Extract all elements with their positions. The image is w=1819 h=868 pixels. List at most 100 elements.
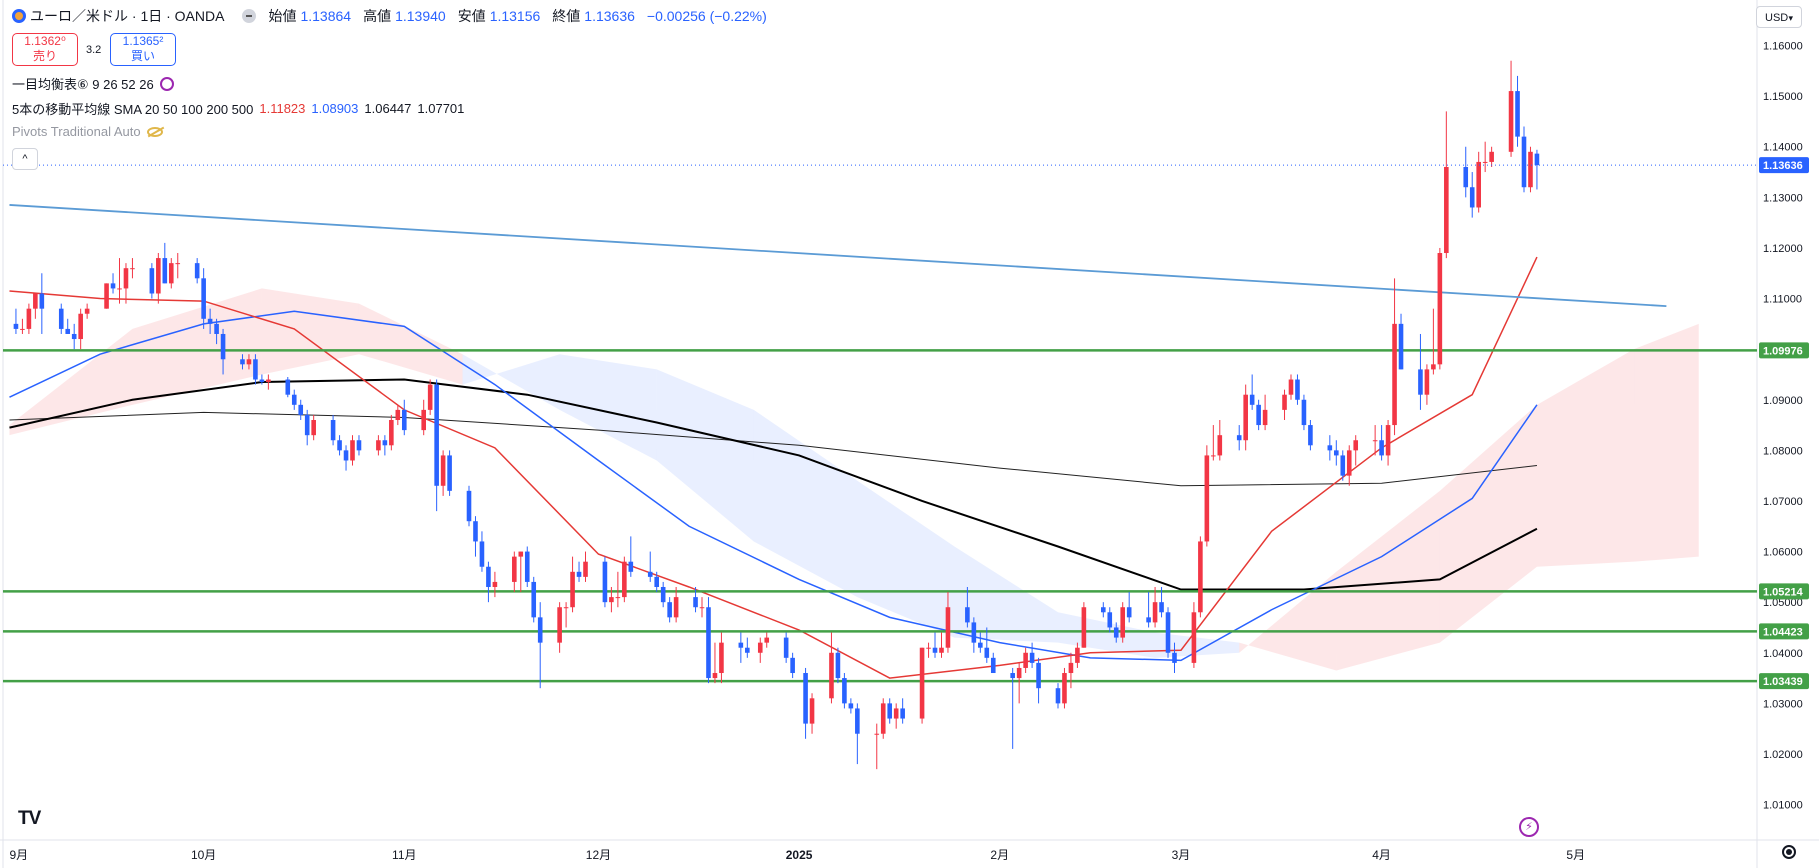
ichimoku-label: 一目均衡表⑥ 9 26 52 26 (12, 77, 154, 92)
candle-body (1534, 153, 1540, 166)
candle-body (1062, 673, 1067, 704)
minus-icon[interactable] (242, 9, 257, 23)
price-axis[interactable]: 1.16000 1.15000 1.14000 1.13000 1.12000 1.110… (1759, 41, 1809, 812)
candle-body (524, 551, 530, 582)
candle-body (33, 293, 38, 309)
symbol-title[interactable]: ユーロ／米ドル · 1日 · OANDA (30, 8, 225, 24)
sma20-line (9, 256, 1538, 679)
currency-button[interactable]: USD ▾ (1756, 6, 1802, 28)
candle-body (130, 268, 135, 270)
level-price-label: 1.09976 (1763, 345, 1803, 357)
indicator-ichimoku[interactable]: 一目均衡表⑥ 9 26 52 26 (12, 74, 174, 93)
candle-body (291, 394, 297, 405)
candle-body (557, 607, 562, 643)
candle-body (427, 384, 433, 410)
kumo-segment (656, 369, 754, 542)
candle-body (745, 647, 750, 653)
candle-body (337, 440, 342, 451)
high-label: 高値 (363, 8, 392, 24)
candle-body (1262, 409, 1268, 426)
candle-body (693, 597, 698, 608)
candle-body (1172, 652, 1177, 663)
high-value: 1.13940 (395, 8, 446, 24)
time-tick-label: 11月 (392, 848, 416, 862)
candle-body (395, 409, 401, 420)
candle-body (1256, 404, 1261, 426)
candle-body (382, 440, 388, 446)
buy-button[interactable]: 1.1365² 買い (110, 33, 176, 66)
sell-button[interactable]: 1.1362⁰ 売り (12, 33, 78, 66)
candle-body (26, 308, 32, 329)
kumo-segment (857, 480, 955, 638)
candle-body (304, 414, 310, 436)
candle-body (20, 328, 25, 330)
close-value: 1.13636 (584, 8, 635, 24)
kumo-segment (1155, 632, 1240, 658)
candle-body (1165, 612, 1171, 653)
candle-body (1385, 425, 1391, 456)
eye-hidden-icon[interactable] (146, 126, 163, 137)
candle-body (654, 576, 660, 587)
price-tick-label: 1.09000 (1763, 395, 1803, 407)
candle-body (990, 657, 996, 674)
candle-body (1444, 166, 1449, 254)
candle-body (39, 293, 45, 309)
candle-body (1528, 151, 1533, 188)
sma-value-1: 1.11823 (259, 101, 306, 116)
level-price-label: 1.03439 (1763, 676, 1803, 688)
settings-gear-icon[interactable] (1782, 845, 1796, 859)
candle-body (1249, 394, 1255, 405)
kumo-segment (1634, 323, 1699, 562)
sell-label: 売り (32, 49, 57, 63)
indicator-pivots[interactable]: Pivots Traditional Auto (12, 124, 163, 139)
candle-body (1029, 652, 1035, 663)
candle-body (738, 642, 744, 648)
kumo-segment (1239, 571, 1337, 671)
collapse-indicators-button[interactable]: ^ (12, 148, 38, 170)
candle-body (518, 551, 524, 557)
level-price-tag (1759, 623, 1809, 640)
candle-body (531, 581, 537, 618)
time-tick-label: 12月 (586, 848, 611, 862)
price-tick-label: 1.07000 (1763, 496, 1803, 508)
candle-body (757, 642, 763, 653)
spread-value: 3.2 (86, 44, 102, 56)
sma-label: 5本の移動平均線 SMA 20 50 100 200 500 (12, 102, 254, 117)
indicator-sma[interactable]: 5本の移動平均線 SMA 20 50 100 200 500 1.11823 1… (12, 99, 464, 118)
refresh-icon[interactable] (159, 76, 174, 91)
candle-body (1327, 445, 1333, 451)
candle-body (855, 708, 860, 734)
candle-body (1372, 440, 1378, 442)
candle-body (1217, 435, 1223, 456)
candle-body (1340, 455, 1346, 476)
candle-body (1016, 667, 1022, 679)
candle-body (609, 597, 614, 603)
sma500-line (9, 411, 1537, 487)
price-tick-label: 1.13000 (1763, 192, 1803, 204)
candle-body (647, 571, 653, 577)
sell-price: 1.1362⁰ (24, 34, 66, 48)
candle-body (602, 561, 608, 603)
candle-body (298, 404, 304, 415)
candle-body (764, 637, 770, 643)
candle-body (971, 622, 977, 643)
candle-body (58, 308, 64, 329)
price-tick-label: 1.14000 (1763, 142, 1803, 154)
candle-body (583, 561, 588, 577)
pivot-levels (3, 349, 1757, 683)
candle-body (110, 283, 116, 289)
candle-body (156, 258, 161, 294)
price-tick-label: 1.16000 (1763, 41, 1803, 53)
kumo-segment (132, 288, 262, 405)
candle-body (78, 313, 83, 340)
flash-icon[interactable]: ⚡ (1519, 817, 1539, 837)
candle-body (848, 703, 854, 709)
candle-body (1308, 425, 1313, 446)
candle-body (71, 333, 77, 340)
candle-body (900, 708, 905, 719)
time-axis[interactable]: 9月 10月 11月 12月 2025 2月 3月 4月 5月 (9, 848, 1585, 862)
kumo-segment (261, 288, 359, 375)
candle-body (790, 657, 795, 674)
